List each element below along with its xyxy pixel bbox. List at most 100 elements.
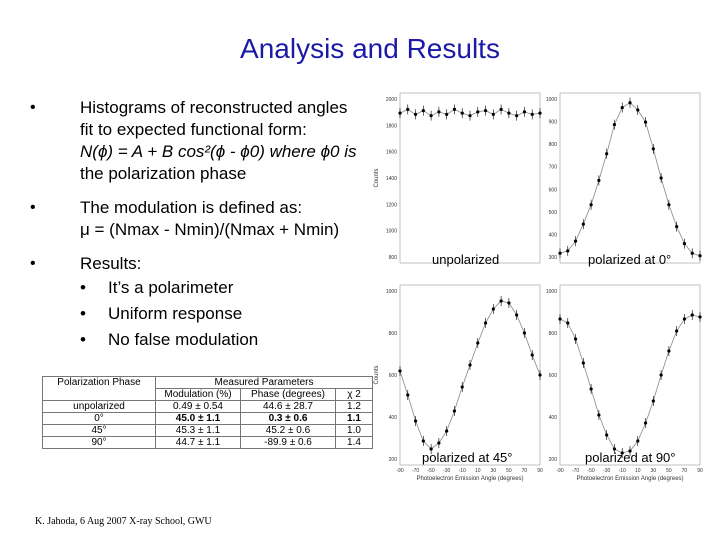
sub-marker: • [80,330,86,349]
x-tick-label: -30 [603,468,610,474]
table-row: unpolarized 0.49 ± 0.54 44.6 ± 28.7 1.2 [42,400,373,413]
bullet-text: Results: [80,254,142,273]
y-tick-label: 1600 [386,150,397,156]
data-point [636,108,640,112]
data-point [515,114,519,118]
data-point [581,361,585,365]
bullet-modulation: • The modulation is defined as: μ = (Nma… [0,197,380,243]
data-point [476,341,480,345]
data-point [530,112,534,117]
table-cell: 0.49 ± 0.54 [155,400,241,413]
y-tick-label: 200 [549,457,558,463]
data-point [538,373,542,377]
y-tick-label: 500 [549,210,558,216]
formula: μ = (Nmax - Nmin)/(Nmax + Nmin) [80,220,340,239]
data-point [605,433,609,437]
x-tick-label: 90 [537,468,543,474]
table-row: 90° 44.7 ± 1.1 -89.9 ± 0.6 1.4 [42,436,373,449]
y-tick-label: 300 [549,255,558,261]
bullet-marker: • [30,99,36,116]
y-tick-label: 800 [389,255,398,261]
table-cell: 44.6 ± 28.7 [240,400,336,413]
data-point [538,111,542,115]
data-point [483,321,488,325]
data-point [460,385,464,389]
table-cell: 44.7 ± 1.1 [155,436,241,449]
y-tick-label: 1800 [386,123,397,129]
y-tick-label: 1000 [386,229,397,235]
data-point [406,393,410,397]
y-tick-label: 200 [389,457,398,463]
data-point [491,112,495,117]
data-point [429,114,433,118]
data-point [499,299,503,303]
data-point [413,112,418,117]
y-tick-label: 600 [549,187,558,193]
y-tick-label: 2000 [386,97,397,103]
sub-item: Uniform response [108,304,243,323]
table-cell: 45.0 ± 1.1 [155,412,241,425]
data-point [675,329,679,333]
data-point [437,441,441,445]
x-axis-label: Photoelectron Emission Angle (degrees) [416,476,523,482]
data-point [682,241,687,246]
y-tick-label: 800 [389,331,398,337]
results-table: Polarization Phase Measured Parameters M… [42,376,373,449]
plot-frame [559,92,701,264]
table-cell: 90° [42,436,156,449]
x-tick-label: 70 [522,468,528,474]
y-tick-label: 400 [389,415,398,421]
data-point [573,239,578,243]
data-point [468,114,472,118]
y-tick-label: 700 [549,165,558,171]
table-row: 0° 45.0 ± 1.1 0.3 ± 0.6 1.1 [42,412,373,425]
y-tick-label: 1200 [386,202,397,208]
table-cell: 0° [42,412,156,425]
data-point [460,111,464,115]
plot-caption: polarized at 90° [585,450,676,465]
data-point [651,399,655,403]
y-tick-label: 900 [549,120,558,126]
data-point [406,107,410,111]
table-cell: 45.3 ± 1.1 [155,424,241,437]
x-tick-label: 30 [651,468,657,474]
data-point [413,419,418,423]
x-tick-label: -90 [556,468,563,474]
data-point [445,429,449,433]
plot-caption: unpolarized [432,252,500,267]
data-point [507,301,511,305]
data-point [452,409,457,413]
y-tick-label: 600 [549,373,558,379]
x-tick-label: -10 [459,468,466,474]
data-point [667,349,671,353]
fit-curve [559,314,701,454]
data-point [522,331,527,335]
data-point [566,321,570,325]
data-point [628,449,632,453]
data-point [589,387,593,391]
bullet-histograms: • Histograms of reconstructed angles fit… [0,97,380,187]
data-point [522,110,527,114]
fit-curve [399,300,541,450]
plot-caption: polarized at 0° [588,252,672,267]
data-point [690,313,694,317]
histogram-plots: 2000 1800 1600 1400 1200 1000 800 Counts 1000 900… [374,92,703,482]
table-cell: -89.9 ± 0.6 [240,436,336,449]
sub-item: No false modulation [108,330,259,349]
data-point [558,317,562,321]
y-tick-label: 800 [549,142,558,148]
data-point [643,421,648,425]
table-cell: 0.3 ± 0.6 [240,412,336,425]
data-point [581,222,585,226]
data-point [597,413,601,417]
bullet-text: Histograms of reconstructed angles [80,98,348,117]
data-point [675,224,679,229]
data-point [566,249,570,253]
x-tick-label: 10 [635,468,641,474]
table-subheader: Modulation (%) [155,388,241,401]
y-tick-label: 1000 [546,97,557,103]
table-header: Polarization Phase [42,376,156,401]
x-tick-label: -70 [412,468,419,474]
data-point [491,307,495,311]
data-point [468,363,472,367]
